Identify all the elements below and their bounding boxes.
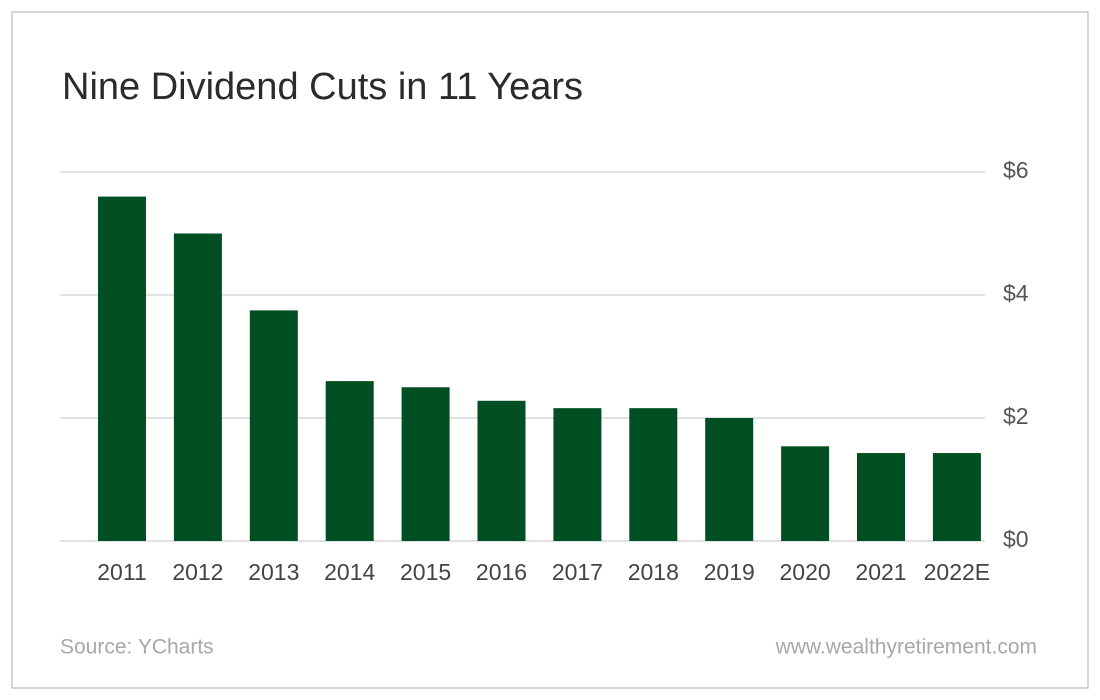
x-tick-label: 2016 [476, 559, 527, 585]
website: www.wealthyretirement.com [775, 636, 1037, 659]
bar [477, 400, 526, 541]
x-tick-label: 2021 [855, 559, 906, 585]
bar [98, 196, 146, 541]
x-tick-label: 2015 [400, 559, 451, 585]
bar [249, 310, 298, 541]
y-tick-label: $2 [1003, 403, 1029, 429]
y-tick-label: $6 [1003, 157, 1029, 183]
bar [553, 408, 602, 541]
chart-title: Nine Dividend Cuts in 11 Years [62, 66, 583, 108]
source: Source: YCharts [60, 636, 214, 659]
bar [781, 446, 830, 541]
frame [11, 11, 1089, 689]
bar [401, 387, 450, 541]
bar [173, 233, 222, 541]
bar [629, 408, 678, 541]
x-tick-label: 2012 [172, 559, 223, 585]
x-tick-label: 2022E [924, 559, 991, 585]
x-tick-label: 2018 [628, 559, 679, 585]
bar [932, 453, 981, 541]
x-tick-label: 2011 [97, 559, 146, 585]
bar [325, 381, 374, 541]
bar [705, 418, 754, 541]
y-tick-label: $4 [1003, 280, 1029, 306]
x-tick-label: 2013 [248, 559, 299, 585]
x-tick-label: 2014 [324, 559, 375, 585]
x-tick-label: 2019 [704, 559, 755, 585]
x-tick-label: 2020 [780, 559, 831, 585]
y-tick-label: $0 [1003, 526, 1029, 552]
x-tick-label: 2017 [552, 559, 603, 585]
bar [857, 453, 905, 541]
